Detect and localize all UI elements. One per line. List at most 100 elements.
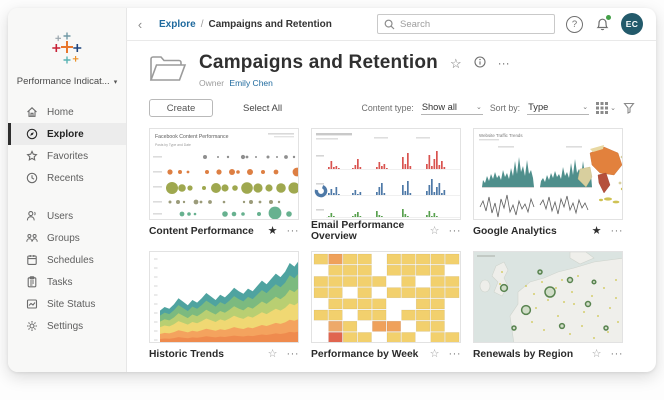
project-header: Campaigns and Retention ☆ ··· Owner Emil… [149, 52, 636, 89]
sidebar-item-groups[interactable]: Groups [8, 227, 126, 249]
breadcrumb-explore-link[interactable]: Explore [159, 18, 196, 30]
page-title: Campaigns and Retention [199, 52, 438, 73]
sort-by-select[interactable]: Type ⌄ [527, 101, 590, 115]
view-mode-button[interactable]: ⌄ [596, 102, 616, 114]
sidebar-item-users[interactable]: Users [8, 205, 126, 227]
card-title: Google Analytics [473, 225, 557, 237]
group-icon [26, 234, 38, 242]
more-actions-icon[interactable]: ··· [286, 347, 299, 360]
card-title: Renewals by Region [473, 348, 574, 360]
avatar[interactable]: EC [621, 13, 643, 35]
favorite-star-icon[interactable]: ☆ [449, 55, 462, 71]
select-all-button[interactable]: Select All [243, 102, 283, 114]
google-analytics-thumbnail[interactable]: Website Traffic Trends [473, 128, 623, 220]
sidebar-item-home[interactable]: Home [8, 101, 126, 123]
sort-by-value: Type [528, 101, 549, 112]
more-actions-icon[interactable]: ··· [448, 224, 461, 237]
main-area: ‹ Explore / Campaigns and Retention ? [127, 8, 656, 372]
info-icon[interactable] [474, 56, 486, 70]
historic-trends-thumbnail[interactable] [149, 251, 299, 343]
sidebar-item-recents[interactable]: Recents [8, 167, 126, 189]
sidebar-collapse-button[interactable]: ‹ [131, 18, 149, 31]
thumb-chart-subtitle: Posts by Type and Date [155, 143, 191, 147]
favorite-star-icon[interactable]: ★ [267, 224, 278, 237]
bell-icon [596, 18, 608, 30]
notifications-button[interactable] [594, 14, 611, 33]
filter-button[interactable] [623, 102, 635, 114]
site-selector[interactable]: Performance Indicat... ▾ [8, 72, 126, 97]
performance-by-week-thumbnail[interactable] [311, 251, 461, 343]
sidebar-item-label: Tasks [47, 276, 73, 288]
card-title: Email Performance Overview [311, 220, 405, 242]
sidebar-item-site-status[interactable]: Site Status [8, 293, 126, 315]
project-content: Campaigns and Retention ☆ ··· Owner Emil… [127, 41, 656, 372]
help-button[interactable]: ? [566, 15, 583, 33]
sidebar-item-label: Site Status [47, 298, 96, 310]
search-input[interactable] [400, 15, 550, 33]
sidebar-item-explore[interactable]: Explore [8, 123, 126, 145]
content-card[interactable]: Renewals by Region ☆ ··· [473, 251, 623, 365]
owner-link[interactable]: Emily Chen [229, 78, 273, 88]
app-window: Performance Indicat... ▾ Home Explore Fa… [8, 8, 656, 372]
sidebar-item-settings[interactable]: Settings [8, 315, 126, 337]
traffic-area-charts [479, 157, 592, 218]
filter-funnel-icon [623, 102, 635, 114]
favorite-star-icon[interactable]: ☆ [267, 347, 278, 360]
folder-icon [149, 54, 187, 89]
sidebar-item-schedules[interactable]: Schedules [8, 249, 126, 271]
content-card[interactable]: Email Performance Overview ☆ ··· [311, 128, 461, 242]
toolbar: Create Select All Content type: Show all… [149, 99, 635, 117]
favorite-star-icon[interactable]: ☆ [429, 224, 440, 237]
owner-line: Owner Emily Chen [199, 78, 510, 88]
card-title: Historic Trends [149, 348, 224, 360]
create-button[interactable]: Create [149, 99, 213, 117]
schedule-icon [27, 255, 37, 265]
topbar: ‹ Explore / Campaigns and Retention ? [127, 8, 656, 41]
project-header-text: Campaigns and Retention ☆ ··· Owner Emil… [199, 52, 510, 89]
more-actions-icon[interactable]: ··· [497, 56, 510, 70]
thumb-chart-title: Facebook Content Performance [155, 134, 229, 140]
clock-icon [26, 172, 38, 184]
site-selector-label: Performance Indicat... [16, 76, 110, 87]
sort-by-label: Sort by: [489, 103, 521, 113]
content-card[interactable]: Facebook Content Performance Posts by Ty… [149, 128, 299, 242]
user-icon [26, 211, 36, 221]
breadcrumb: Explore / Campaigns and Retention [159, 19, 332, 30]
logo-plus-shapes [52, 32, 82, 64]
favorite-star-icon[interactable]: ☆ [429, 347, 440, 360]
renewals-by-region-thumbnail[interactable] [473, 251, 623, 343]
more-actions-icon[interactable]: ··· [448, 347, 461, 360]
help-icon: ? [571, 18, 578, 30]
search-icon [384, 19, 395, 30]
more-actions-icon[interactable]: ··· [286, 224, 299, 237]
compass-icon [26, 128, 38, 140]
sidebar-item-tasks[interactable]: Tasks [8, 271, 126, 293]
content-card[interactable]: Website Traffic Trends [473, 128, 623, 242]
sidebar-item-label: Recents [47, 172, 84, 184]
owner-label: Owner [199, 78, 225, 88]
content-type-value: Show all [421, 101, 457, 112]
sidebar-nav-secondary: Users Groups Schedules Tasks Site Status [8, 205, 126, 337]
more-actions-icon[interactable]: ··· [610, 347, 623, 360]
notification-dot [606, 14, 611, 20]
sidebar-item-favorites[interactable]: Favorites [8, 145, 126, 167]
content-performance-thumbnail[interactable]: Facebook Content Performance Posts by Ty… [149, 128, 299, 220]
europe-map [477, 252, 622, 342]
favorite-star-icon[interactable]: ★ [591, 224, 602, 237]
email-mini-bars [326, 151, 460, 218]
sidebar-nav-primary: Home Explore Favorites Recents [8, 101, 126, 189]
content-card[interactable]: Performance by Week ☆ ··· [311, 251, 461, 365]
more-actions-icon[interactable]: ··· [610, 224, 623, 237]
card-title: Performance by Week [311, 348, 419, 360]
sidebar-item-label: Settings [47, 320, 84, 332]
content-type-select[interactable]: Show all ⌄ [420, 101, 483, 115]
content-card[interactable]: Historic Trends ☆ ··· [149, 251, 299, 365]
content-grid: Facebook Content Performance Posts by Ty… [149, 128, 636, 365]
chevron-down-icon: ⌄ [582, 103, 589, 111]
breadcrumb-separator: / [200, 18, 204, 30]
favorite-star-icon[interactable]: ☆ [591, 347, 602, 360]
home-icon [27, 107, 37, 117]
status-icon [26, 299, 38, 309]
email-performance-thumbnail[interactable] [311, 128, 461, 220]
